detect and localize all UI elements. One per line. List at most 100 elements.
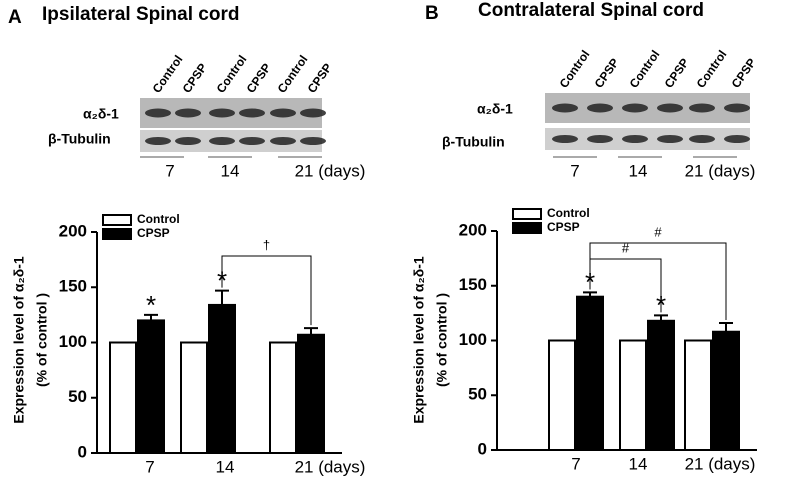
significance-mark: † [263,237,270,252]
group-label: 14 [629,161,648,180]
blot-band [300,108,326,118]
panel-title: Ipsilateral Spinal cord [42,4,239,25]
blot-row-label: α₂δ-1 [83,106,119,122]
y-axis-label: (% of control ) [434,293,450,387]
bar [647,319,675,452]
bar [297,333,325,455]
error-bar [719,321,733,332]
lane-label: Control [694,48,730,91]
panel-title: Contralateral Spinal cord [478,0,704,21]
blot-row-label: β-Tubulin [48,131,111,147]
panel-label: A [8,7,22,28]
x-tick-label: 7 [145,457,154,476]
y-tick-label: 0 [78,442,87,461]
group-label: 7 [165,161,174,180]
lane-label: CPSP [662,56,692,91]
group-label: 7 [570,161,579,180]
blot-row-label: α₂δ-1 [477,101,513,117]
lane-label: CPSP [180,61,210,96]
blot-band [657,135,683,143]
y-tick-label: 150 [459,275,487,294]
y-axis-label: (% of control ) [34,293,50,387]
bar [684,339,712,451]
y-tick-label: 100 [59,332,87,351]
y-tick-label: 150 [59,277,87,296]
blot-band [270,137,296,145]
group-label: 21 (days) [295,161,366,180]
blot-band [724,135,750,143]
blot-band [724,103,750,113]
group-label: 14 [221,161,240,180]
legend-label: Control [137,212,180,226]
blot-band [209,108,235,118]
blot-band [175,137,201,145]
lane-label: Control [275,53,311,96]
legend-label: CPSP [547,220,580,234]
bar [576,295,604,452]
legend-swatch [102,214,132,226]
blot-band [689,135,715,143]
bar [712,330,740,451]
x-tick-label: 14 [629,454,648,473]
lane-label: Control [150,53,186,96]
lane-label: Control [557,48,593,91]
bar [269,341,297,454]
blot-band [239,108,265,118]
group-label: 21 (days) [685,161,756,180]
blot-band [587,103,613,113]
bracket [589,242,727,320]
significance-mark: # [654,224,662,239]
y-axis-label: Expression level of α₂δ-1 [11,256,27,423]
lane-label: CPSP [244,61,274,96]
bar [548,339,576,451]
blot-band [552,135,578,143]
y-tick-label: 200 [59,221,87,240]
blot-band [209,137,235,145]
bar [619,339,647,451]
bar [180,341,208,454]
x-tick-label: 21 (days) [295,457,366,476]
lane-label: CPSP [729,56,759,91]
bracket [221,255,312,326]
y-tick-label: 50 [68,387,87,406]
blot-band [689,103,715,113]
error-bar [215,289,229,305]
significance-mark: * [146,290,156,320]
significance-mark: # [622,240,630,255]
x-tick-label: 7 [571,454,580,473]
blot-band [145,137,171,145]
lane-label: Control [627,48,663,91]
blot-row-label: β-Tubulin [442,134,505,150]
blot-band [145,108,171,118]
y-axis-label: Expression level of α₂δ-1 [411,256,427,423]
error-bar [304,327,318,335]
legend-label: Control [547,206,590,220]
legend-swatch [512,222,542,234]
panel-label: B [425,3,439,24]
blot-band [622,135,648,143]
blot-band [587,135,613,143]
blot-band [239,137,265,145]
blot-band [270,108,296,118]
legend-swatch [102,228,132,240]
x-tick-label: 14 [216,457,235,476]
y-tick-label: 200 [459,220,487,239]
x-tick-label: 21 (days) [685,454,756,473]
y-tick-label: 0 [478,439,487,458]
blot-band [175,108,201,118]
blot-band [622,103,648,113]
bar [109,341,137,454]
blot-band [300,137,326,145]
lane-label: CPSP [305,61,335,96]
legend-swatch [512,208,542,220]
blot-band [657,103,683,113]
y-tick-label: 50 [468,385,487,404]
lane-label: Control [214,53,250,96]
bar [208,303,236,454]
legend-label: CPSP [137,226,170,240]
lane-label: CPSP [592,56,622,91]
bar [137,319,165,454]
blot-band [552,103,578,113]
